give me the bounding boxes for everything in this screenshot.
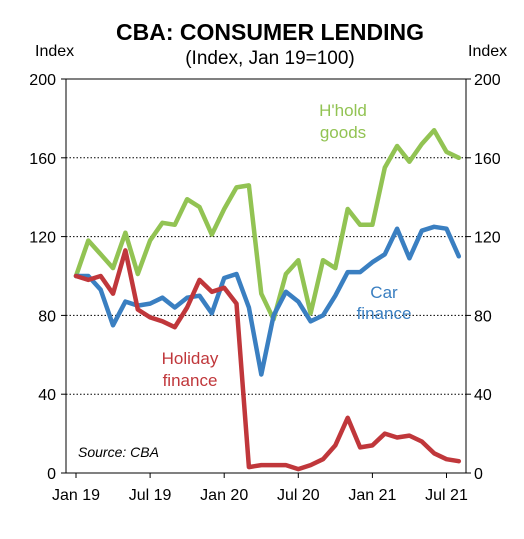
plot-area-frame bbox=[65, 78, 467, 474]
series-line-h-hold-goods bbox=[73, 127, 462, 322]
right-axis-unit-label: Index bbox=[468, 43, 507, 60]
y-tick-label-right: 160 bbox=[474, 151, 501, 168]
series-label-holiday-line1: Holiday bbox=[162, 349, 219, 368]
series-line-holiday-finance bbox=[73, 248, 462, 472]
chart-title: CBA: CONSUMER LENDING bbox=[116, 19, 424, 45]
x-tick-label: Jul 20 bbox=[277, 487, 320, 504]
series-label-hhold-line1: H'hold bbox=[319, 101, 367, 120]
y-tick-label-right: 120 bbox=[474, 230, 501, 247]
x-tick-label: Jul 19 bbox=[129, 487, 172, 504]
series-label-holiday-line2: finance bbox=[163, 371, 218, 390]
y-tick-label-right: 40 bbox=[474, 387, 492, 404]
y-tick-label-left: 40 bbox=[38, 387, 56, 404]
x-tick-label: Jan 21 bbox=[348, 487, 396, 504]
y-tick-label-left: 160 bbox=[29, 151, 56, 168]
y-tick-label-left: 120 bbox=[29, 230, 56, 247]
gridlines bbox=[66, 157, 466, 395]
y-tick-label-right: 0 bbox=[474, 466, 483, 483]
x-tick-label: Jan 20 bbox=[200, 487, 248, 504]
y-tick-label-right: 80 bbox=[474, 308, 492, 325]
chart-subtitle: (Index, Jan 19=100) bbox=[185, 48, 355, 69]
series-line-car-finance bbox=[73, 224, 462, 377]
y-tick-label-left: 80 bbox=[38, 308, 56, 325]
y-tick-label-right: 200 bbox=[474, 72, 501, 89]
source-note: Source: CBA bbox=[78, 444, 159, 460]
series-label-car-line2: finance bbox=[357, 304, 412, 323]
axis-ticks: 0 0 40 40 80 80 120 120 160 160 200 200 Jan 19 Jul 19… bbox=[29, 72, 501, 504]
x-tick-label: Jul 21 bbox=[425, 487, 468, 504]
series-label-hhold-line2: goods bbox=[320, 123, 366, 142]
y-tick-label-left: 200 bbox=[29, 72, 56, 89]
left-axis-unit-label: Index bbox=[35, 43, 74, 60]
series-label-car-line1: Car bbox=[370, 283, 398, 302]
series-lines bbox=[73, 127, 462, 472]
x-tick-label: Jan 19 bbox=[52, 487, 100, 504]
y-tick-label-left: 0 bbox=[47, 466, 56, 483]
